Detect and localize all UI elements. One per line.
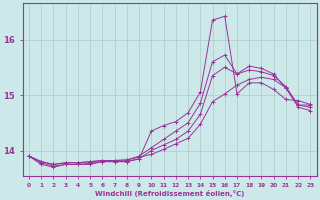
X-axis label: Windchill (Refroidissement éolien,°C): Windchill (Refroidissement éolien,°C) (95, 190, 244, 197)
